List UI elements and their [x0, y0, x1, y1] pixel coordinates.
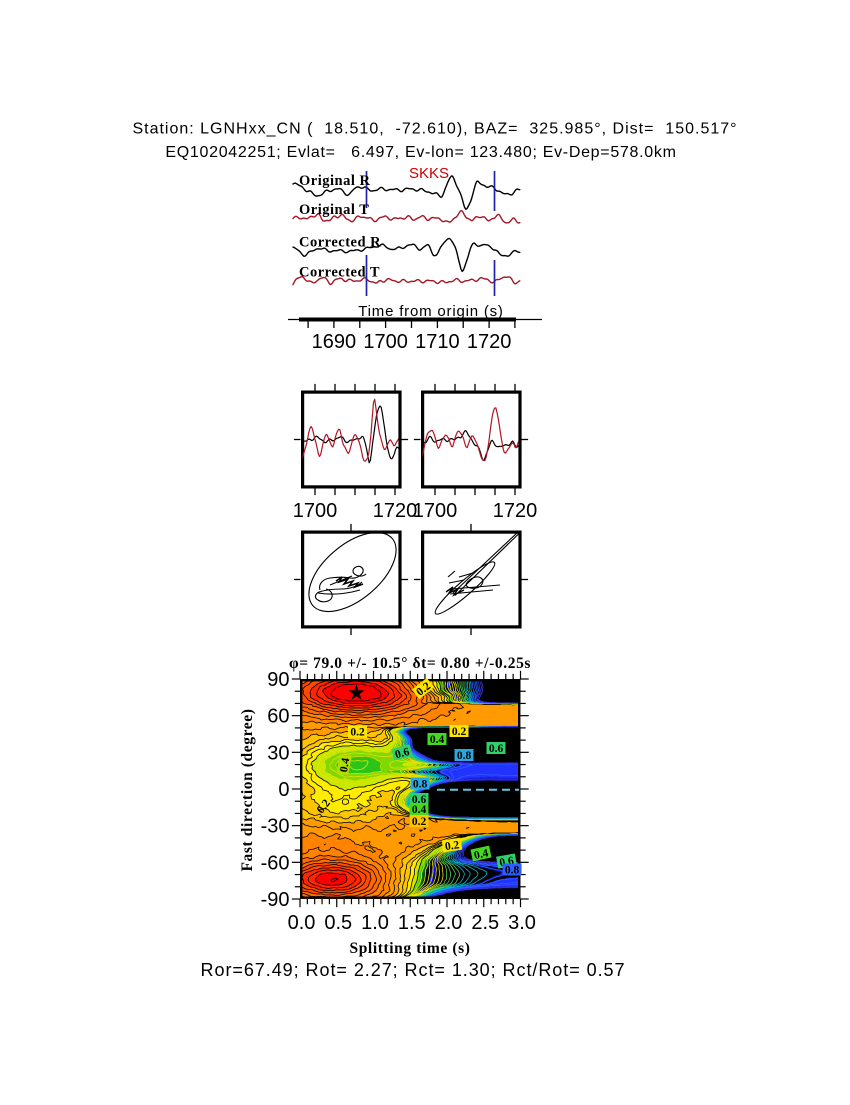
svg-text:Original R: Original R — [299, 173, 370, 189]
svg-text:1710: 1710 — [415, 331, 460, 353]
svg-text:1720: 1720 — [373, 500, 418, 522]
svg-text:3.0: 3.0 — [508, 912, 536, 934]
svg-text:0.2: 0.2 — [350, 727, 365, 739]
svg-text:30: 30 — [267, 742, 289, 764]
svg-text:0.8: 0.8 — [413, 779, 428, 791]
svg-text:Time from origin (s): Time from origin (s) — [358, 303, 503, 320]
svg-text:2.0: 2.0 — [435, 912, 463, 934]
svg-text:1.0: 1.0 — [361, 912, 389, 934]
svg-text:SKKS: SKKS — [409, 165, 449, 182]
svg-text:0.0: 0.0 — [288, 912, 316, 934]
svg-text:1700: 1700 — [413, 500, 458, 522]
svg-text:0.6: 0.6 — [394, 746, 411, 761]
svg-text:1720: 1720 — [467, 331, 512, 353]
svg-text:1.5: 1.5 — [398, 912, 426, 934]
svg-text:0.4: 0.4 — [338, 757, 352, 773]
svg-text:Splitting time (s): Splitting time (s) — [349, 940, 470, 957]
svg-text:Original T: Original T — [299, 202, 369, 218]
svg-text:Ror=67.49; Rot= 2.27; Rct= 1.3: Ror=67.49; Rot= 2.27; Rct= 1.30; Rct/Rot… — [201, 960, 626, 980]
svg-text:0.2: 0.2 — [444, 839, 460, 853]
svg-text:1700: 1700 — [363, 331, 408, 353]
svg-text:Corrected R: Corrected R — [299, 235, 381, 251]
svg-text:0: 0 — [278, 779, 289, 801]
svg-text:-90: -90 — [261, 889, 290, 911]
svg-text:60: 60 — [267, 706, 289, 728]
svg-text:1690: 1690 — [312, 331, 357, 353]
svg-text:0.8: 0.8 — [505, 865, 520, 877]
svg-text:-30: -30 — [261, 816, 290, 838]
svg-text:Corrected T: Corrected T — [299, 265, 380, 281]
svg-text:0.4: 0.4 — [412, 804, 427, 816]
svg-text:0.4: 0.4 — [430, 734, 445, 746]
svg-text:0.8: 0.8 — [457, 750, 472, 762]
svg-text:0.6: 0.6 — [489, 743, 504, 755]
svg-text:Fast direction (degree): Fast direction (degree) — [239, 708, 256, 871]
svg-text:0.2: 0.2 — [452, 726, 467, 738]
svg-text:φ= 79.0 +/- 10.5° δt= 0.80 +/-: φ= 79.0 +/- 10.5° δt= 0.80 +/-0.25s — [289, 655, 531, 672]
svg-text:1720: 1720 — [493, 500, 538, 522]
svg-text:-60: -60 — [261, 852, 290, 874]
svg-text:EQ102042251; Evlat= 6.497, E: EQ102042251; Evlat= 6.497, Ev-lon= 123.4… — [165, 144, 676, 161]
svg-text:90: 90 — [267, 669, 289, 691]
svg-text:1700: 1700 — [293, 500, 338, 522]
svg-text:0.2: 0.2 — [412, 816, 427, 828]
svg-text:0.5: 0.5 — [324, 912, 352, 934]
svg-text:Station: LGNHxx_CN ( 18.510,: Station: LGNHxx_CN ( 18.510, -72.610), B… — [132, 121, 737, 138]
svg-text:2.5: 2.5 — [471, 912, 499, 934]
svg-text:0.4: 0.4 — [473, 847, 490, 862]
